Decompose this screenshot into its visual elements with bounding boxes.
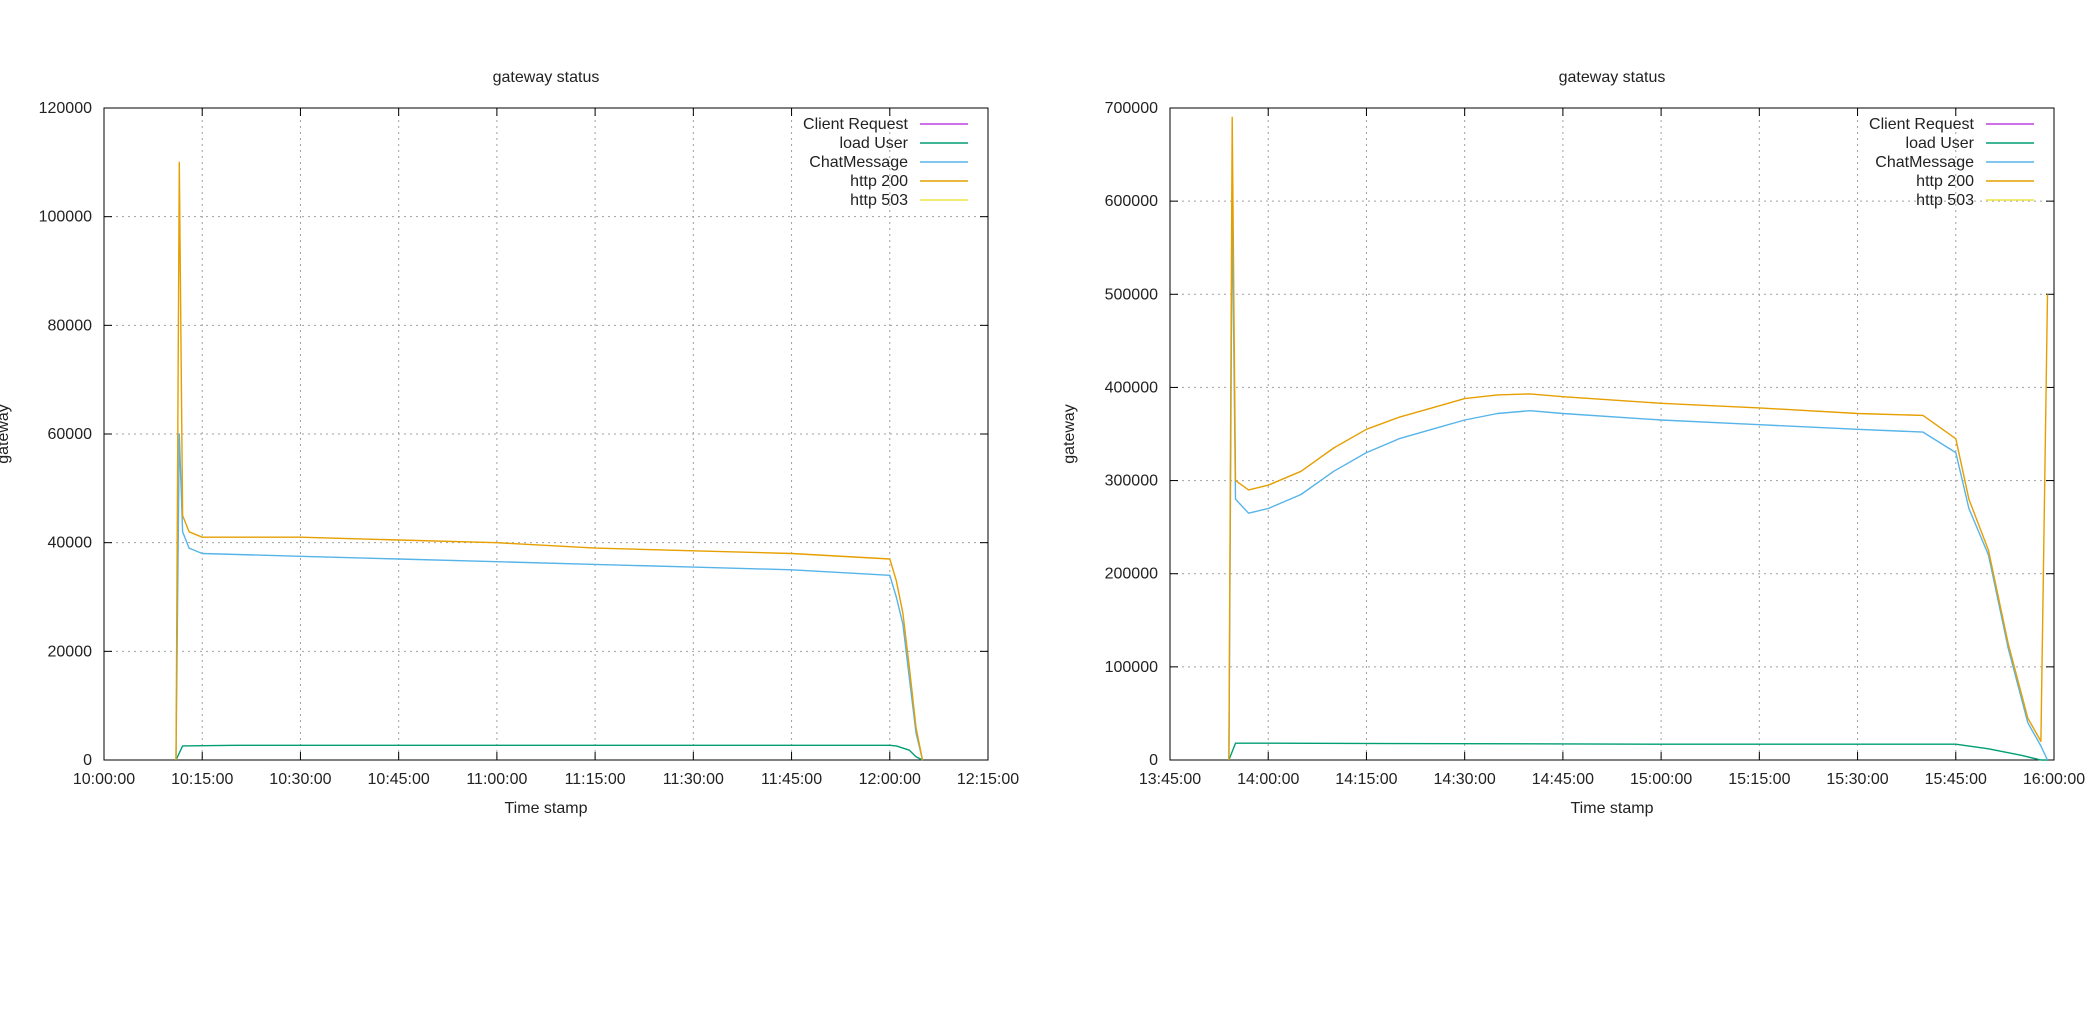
x-tick-label: 11:15:00 xyxy=(565,771,626,788)
series-line-http-200 xyxy=(175,161,924,761)
y-tick-label: 60000 xyxy=(48,426,93,443)
y-tick-label: 40000 xyxy=(48,535,93,552)
y-tick-label: 500000 xyxy=(1105,286,1158,303)
x-tick-label: 13:45:00 xyxy=(1139,771,1201,788)
y-tick-label: 0 xyxy=(83,752,92,769)
plot-frame xyxy=(1169,107,2055,761)
y-tick-label: 80000 xyxy=(48,317,93,334)
y-tick-label: 700000 xyxy=(1105,100,1158,117)
y-tick-label: 120000 xyxy=(39,100,92,117)
x-axis-title: Time stamp xyxy=(1571,800,1654,817)
x-tick-label: 11:45:00 xyxy=(761,771,822,788)
legend-label: Client Request xyxy=(803,116,909,133)
series-line-chatmessage xyxy=(175,433,924,761)
legend-label: http 200 xyxy=(850,173,908,190)
legend-label: Client Request xyxy=(1869,116,1975,133)
series-line-load-user xyxy=(1228,742,2048,761)
y-tick-label: 100000 xyxy=(1105,659,1158,676)
series-line-chatmessage xyxy=(1228,200,2049,761)
legend-label: http 503 xyxy=(850,192,908,209)
legend-label: ChatMessage xyxy=(809,154,908,171)
legend-label: http 503 xyxy=(1916,192,1974,209)
x-tick-label: 10:00:00 xyxy=(73,771,135,788)
y-axis-title: gateway xyxy=(1061,404,1078,464)
x-tick-label: 12:00:00 xyxy=(859,771,921,788)
x-tick-label: 15:15:00 xyxy=(1728,771,1790,788)
legend-label: http 200 xyxy=(1916,173,1974,190)
x-tick-label: 15:30:00 xyxy=(1826,771,1888,788)
x-tick-label: 11:00:00 xyxy=(466,771,527,788)
x-tick-label: 11:30:00 xyxy=(663,771,724,788)
x-tick-label: 12:15:00 xyxy=(957,771,1019,788)
x-tick-label: 14:30:00 xyxy=(1434,771,1496,788)
legend-label: load User xyxy=(840,135,909,152)
x-tick-label: 10:45:00 xyxy=(368,771,430,788)
x-tick-label: 14:00:00 xyxy=(1237,771,1299,788)
x-tick-label: 10:15:00 xyxy=(171,771,233,788)
chart-2: 13:45:00 14:00:00 14:15:00 14:30:00 14:45:00… xyxy=(1061,69,2085,817)
chart-title: gateway status xyxy=(493,69,600,86)
y-tick-label: 200000 xyxy=(1105,566,1158,583)
chart-1: 10:00:00 10:15:00 10:30:00 10:45:00 11:00:00… xyxy=(0,69,1019,817)
y-tick-label: 20000 xyxy=(48,643,93,660)
series-line-http-200 xyxy=(1228,116,2049,761)
x-tick-label: 14:45:00 xyxy=(1532,771,1594,788)
legend-label: ChatMessage xyxy=(1875,154,1974,171)
x-tick-label: 14:15:00 xyxy=(1335,771,1397,788)
y-tick-label: 600000 xyxy=(1105,193,1158,210)
y-tick-label: 0 xyxy=(1149,752,1158,769)
x-tick-label: 15:00:00 xyxy=(1630,771,1692,788)
x-tick-label: 15:45:00 xyxy=(1925,771,1987,788)
chart-title: gateway status xyxy=(1559,69,1666,86)
x-axis-title: Time stamp xyxy=(505,800,588,817)
y-axis-title: gateway xyxy=(0,404,12,464)
y-tick-label: 300000 xyxy=(1105,473,1158,490)
y-tick-label: 100000 xyxy=(39,209,92,226)
legend-label: load User xyxy=(1906,135,1975,152)
y-tick-label: 400000 xyxy=(1105,379,1158,396)
series-line-load-user xyxy=(175,744,923,761)
x-tick-label: 16:00:00 xyxy=(2023,771,2085,788)
x-tick-label: 10:30:00 xyxy=(269,771,331,788)
